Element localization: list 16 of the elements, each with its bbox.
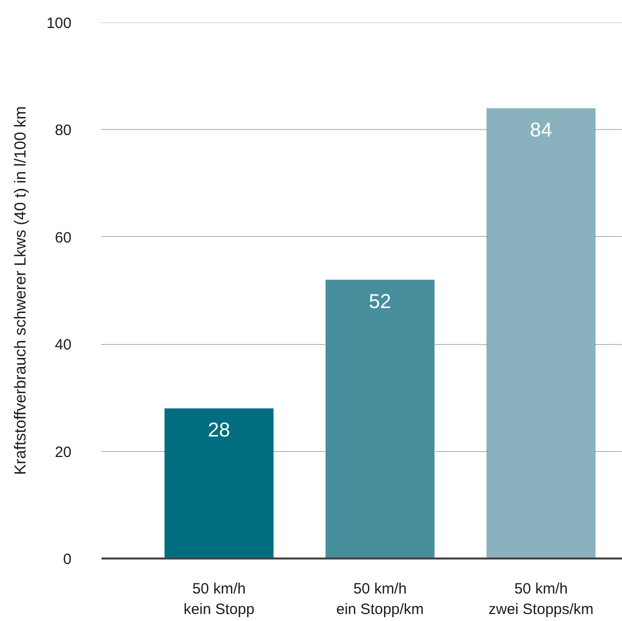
y-tick-label: 0 (63, 551, 72, 568)
bar (326, 280, 435, 558)
y-tick-label: 60 (54, 229, 72, 246)
y-tick-label: 100 (46, 15, 72, 32)
data-label: 52 (368, 290, 392, 313)
x-tick-label: 50 km/h zwei Stopps/km (488, 580, 594, 618)
data-label: 28 (208, 419, 230, 442)
y-tick-label: 40 (54, 336, 72, 354)
y-axis-title: Kraftstoffverbrauch schwerer Lkws (40 t) in l/100 km (12, 106, 30, 475)
y-tick-label: 20 (54, 444, 72, 461)
x-tick-label: 50 km/h kein Stopp (184, 580, 254, 618)
y-tick-label: 80 (54, 122, 72, 140)
x-tick-label: 50 km/h ein Stopp/km (336, 580, 424, 618)
bar (164, 408, 274, 558)
data-label: 84 (530, 119, 552, 142)
bar (486, 108, 596, 558)
